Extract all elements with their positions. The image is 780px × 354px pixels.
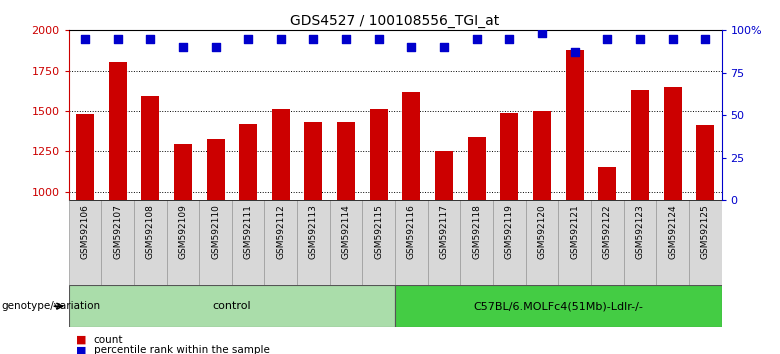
Point (503, 36, 516, 41)
Title: GDS4527 / 100108556_TGI_at: GDS4527 / 100108556_TGI_at (290, 14, 500, 28)
Text: GSM592120: GSM592120 (537, 204, 547, 259)
Bar (207, 138, 225, 354)
FancyBboxPatch shape (167, 200, 199, 285)
Text: count: count (94, 335, 123, 345)
Bar (468, 137, 486, 354)
Text: GSM592125: GSM592125 (700, 204, 710, 259)
Bar (174, 144, 192, 354)
Text: GSM592111: GSM592111 (243, 204, 253, 259)
FancyBboxPatch shape (101, 200, 134, 285)
Text: GSM592116: GSM592116 (407, 204, 416, 259)
Point (405, 44, 417, 50)
Point (470, 36, 483, 41)
FancyBboxPatch shape (69, 285, 395, 327)
FancyBboxPatch shape (526, 200, 558, 285)
Bar (337, 121, 355, 354)
Text: GSM592123: GSM592123 (636, 204, 644, 259)
Point (340, 36, 353, 41)
FancyBboxPatch shape (656, 200, 689, 285)
FancyBboxPatch shape (558, 200, 591, 285)
Bar (108, 62, 126, 354)
FancyBboxPatch shape (689, 200, 722, 285)
Bar (435, 152, 453, 354)
Text: GSM592115: GSM592115 (374, 204, 383, 259)
Bar (304, 122, 322, 354)
Point (176, 44, 189, 50)
Point (307, 36, 320, 41)
Text: GSM592122: GSM592122 (603, 204, 612, 259)
Point (112, 36, 124, 41)
FancyBboxPatch shape (427, 200, 460, 285)
Text: genotype/variation: genotype/variation (2, 301, 101, 311)
FancyBboxPatch shape (460, 200, 493, 285)
Text: GSM592107: GSM592107 (113, 204, 122, 259)
Bar (566, 50, 583, 354)
Text: GSM592124: GSM592124 (668, 204, 677, 259)
Point (438, 44, 450, 50)
Point (666, 36, 679, 41)
FancyBboxPatch shape (232, 200, 264, 285)
Text: GSM592108: GSM592108 (146, 204, 154, 259)
FancyBboxPatch shape (199, 200, 232, 285)
Bar (370, 109, 388, 354)
Bar (76, 114, 94, 354)
Bar (402, 92, 420, 354)
Point (601, 36, 614, 41)
Text: GSM592114: GSM592114 (342, 204, 350, 259)
Text: ■: ■ (76, 346, 87, 354)
FancyBboxPatch shape (134, 200, 167, 285)
Point (79, 36, 91, 41)
FancyBboxPatch shape (264, 200, 297, 285)
Point (209, 44, 222, 50)
Text: GSM592106: GSM592106 (80, 204, 90, 259)
Text: GSM592119: GSM592119 (505, 204, 514, 259)
Bar (697, 125, 714, 354)
Text: GSM592121: GSM592121 (570, 204, 579, 259)
Text: GSM592117: GSM592117 (440, 204, 448, 259)
Point (633, 36, 646, 41)
Point (275, 36, 287, 41)
Bar (664, 87, 682, 354)
Bar (631, 90, 649, 354)
FancyBboxPatch shape (330, 200, 363, 285)
FancyBboxPatch shape (395, 200, 427, 285)
FancyBboxPatch shape (363, 200, 395, 285)
FancyBboxPatch shape (591, 200, 623, 285)
Text: GSM592109: GSM592109 (179, 204, 187, 259)
Bar (141, 96, 159, 354)
Point (373, 36, 385, 41)
Text: ■: ■ (76, 335, 87, 345)
Text: GSM592118: GSM592118 (472, 204, 481, 259)
Text: GSM592112: GSM592112 (276, 204, 285, 259)
Bar (598, 167, 616, 354)
Point (569, 49, 581, 55)
Text: percentile rank within the sample: percentile rank within the sample (94, 346, 269, 354)
FancyBboxPatch shape (395, 285, 722, 327)
Point (242, 36, 254, 41)
Point (536, 31, 548, 36)
Bar (239, 124, 257, 354)
Bar (500, 113, 518, 354)
FancyBboxPatch shape (623, 200, 656, 285)
Bar (533, 111, 551, 354)
Text: GSM592113: GSM592113 (309, 204, 318, 259)
Text: GSM592110: GSM592110 (211, 204, 220, 259)
Text: control: control (212, 301, 251, 311)
FancyBboxPatch shape (69, 200, 101, 285)
FancyBboxPatch shape (493, 200, 526, 285)
FancyBboxPatch shape (297, 200, 330, 285)
Point (144, 36, 157, 41)
Text: C57BL/6.MOLFc4(51Mb)-Ldlr-/-: C57BL/6.MOLFc4(51Mb)-Ldlr-/- (473, 301, 644, 311)
Point (699, 36, 711, 41)
Bar (272, 109, 290, 354)
